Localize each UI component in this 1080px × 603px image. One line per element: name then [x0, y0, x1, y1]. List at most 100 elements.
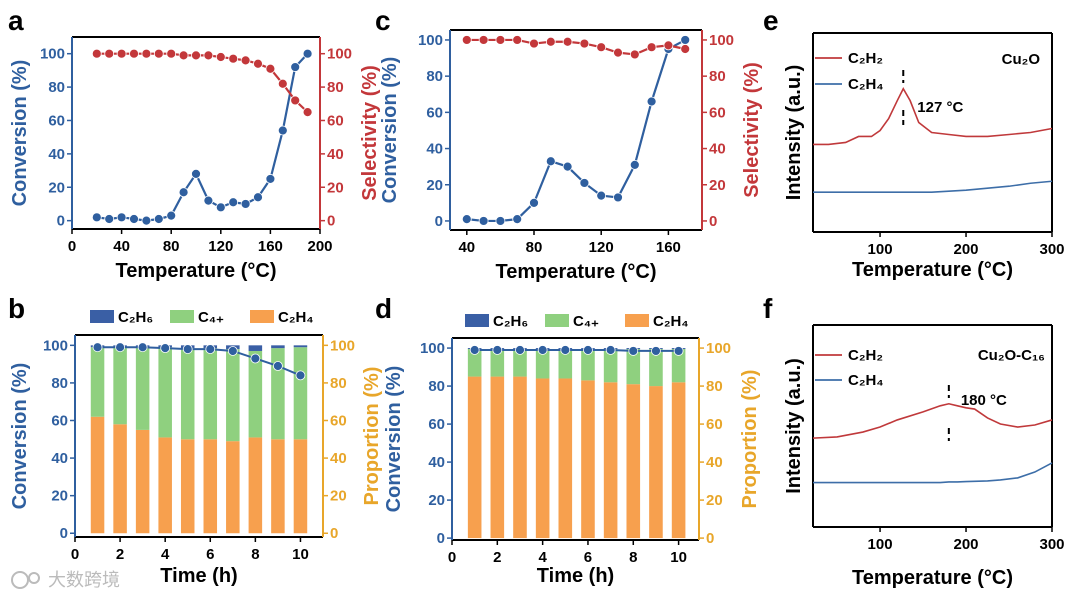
- point-conversion: [191, 169, 201, 179]
- y2-tick-label: 20: [330, 488, 347, 505]
- point-selectivity: [228, 53, 239, 64]
- point-conversion: [646, 96, 657, 107]
- legend-label: C₂H₄: [848, 372, 883, 389]
- point-conversion: [277, 125, 288, 136]
- point-conversion: [629, 159, 640, 170]
- bar-c4plus: [671, 349, 686, 383]
- point-conversion: [290, 62, 301, 72]
- panel-letter: c: [375, 5, 391, 36]
- point-conversion: [215, 202, 226, 213]
- panel-letter: a: [8, 5, 24, 36]
- y2-tick-label: 100: [706, 340, 731, 357]
- y2-tick-label: 40: [709, 141, 726, 158]
- point-conversion: [673, 346, 684, 356]
- legend-swatch: [545, 314, 569, 327]
- panel-f: f 100 200 300 Temperature (°C) Intensity (a.u…: [763, 293, 1065, 589]
- y-tick-label: 20: [428, 492, 445, 509]
- bar-c4plus: [490, 349, 505, 377]
- point-selectivity: [277, 78, 288, 89]
- y2-tick-label: 60: [330, 412, 347, 429]
- y-tick-label: 60: [51, 412, 68, 429]
- legend-label: C₂H₂: [848, 50, 883, 67]
- y2-tick-label: 0: [706, 530, 714, 547]
- bar-c2h4: [293, 439, 308, 534]
- x-tick-label: 10: [292, 546, 309, 563]
- point-selectivity: [629, 49, 640, 60]
- bar-c2h4: [90, 416, 105, 534]
- y2-tick-label: 60: [706, 416, 723, 433]
- y-tick-label: 20: [426, 177, 443, 194]
- bar-c2h4: [180, 439, 195, 534]
- point-selectivity: [495, 35, 506, 45]
- legend-swatch: [170, 310, 194, 323]
- point-selectivity: [663, 40, 674, 51]
- bar-c2h4: [558, 378, 573, 539]
- y2-tick-label: 0: [330, 525, 338, 542]
- point-conversion: [529, 197, 539, 208]
- y-tick-label: 0: [435, 213, 443, 230]
- point-conversion: [203, 195, 214, 206]
- x-tick-label: 6: [206, 546, 214, 563]
- point-selectivity: [240, 55, 251, 66]
- point-conversion: [515, 345, 525, 355]
- y-tick-label: 60: [428, 416, 445, 433]
- bar-c4plus: [513, 349, 527, 377]
- x-tick-label: 300: [1039, 536, 1064, 553]
- y-tick-label: 100: [418, 32, 443, 49]
- x-tick-label: 0: [71, 546, 79, 563]
- line-conversion: [97, 346, 301, 377]
- point-conversion: [545, 156, 556, 167]
- legend-swatch: [90, 310, 114, 323]
- bar-c2h4: [135, 429, 150, 534]
- point-conversion: [178, 187, 189, 198]
- bar-c2h4: [271, 439, 285, 534]
- x-tick-label: 80: [526, 239, 543, 256]
- x-tick-label: 0: [448, 549, 456, 566]
- bar-c4plus: [603, 349, 618, 383]
- y2-tick-label: 80: [327, 79, 344, 96]
- panel-e: e 100 200 300 Temperature (°C) Intensity (a.u…: [763, 5, 1065, 281]
- y2-axis-label: Proportion (%): [739, 370, 761, 509]
- bar-c2h4: [467, 376, 482, 539]
- y2-tick-label: 100: [709, 32, 734, 49]
- y-tick-label: 40: [48, 146, 65, 163]
- bar-c4plus: [626, 349, 641, 385]
- legend-label: C₄₊: [198, 309, 224, 326]
- line-c-h-: [813, 87, 1053, 146]
- point-conversion: [579, 178, 590, 188]
- y-tick-label: 100: [43, 337, 68, 354]
- y2-tick-label: 80: [706, 378, 723, 395]
- bar-c4plus: [271, 348, 285, 440]
- bar-c2h4: [203, 439, 218, 534]
- bar-c2h4: [158, 437, 172, 534]
- point-conversion: [680, 35, 691, 45]
- legend-swatch: [250, 310, 274, 323]
- y2-tick-label: 80: [330, 375, 347, 392]
- y2-axis-label: Selectivity (%): [741, 62, 763, 198]
- y-tick-label: 100: [420, 340, 445, 357]
- line-conversion: [466, 38, 686, 223]
- bar-c4plus: [180, 348, 195, 440]
- y2-tick-label: 20: [327, 179, 344, 196]
- point-conversion: [605, 345, 616, 355]
- x-axis-label: Time (h): [537, 565, 614, 587]
- point-conversion: [495, 216, 506, 226]
- y-tick-label: 80: [48, 79, 65, 96]
- y-tick-label: 80: [426, 68, 443, 85]
- bar-c2h4: [490, 376, 505, 539]
- legend-label: C₂H₂: [848, 347, 883, 364]
- bar-c2h4: [535, 378, 550, 539]
- y2-axis-label: Selectivity (%): [359, 65, 381, 201]
- watermark-text: 大数跨境: [48, 570, 120, 590]
- y2-tick-label: 0: [327, 213, 335, 230]
- y2-tick-label: 40: [327, 146, 344, 163]
- point-conversion: [116, 212, 127, 223]
- point-conversion: [628, 346, 639, 356]
- point-conversion: [228, 197, 239, 208]
- bar-c4plus: [158, 347, 172, 438]
- point-conversion: [227, 346, 238, 356]
- point-selectivity: [579, 38, 590, 49]
- watermark-logo-icon: [11, 571, 29, 589]
- legend-label: C₂H₆: [493, 313, 528, 330]
- bar-c2h6: [248, 345, 263, 351]
